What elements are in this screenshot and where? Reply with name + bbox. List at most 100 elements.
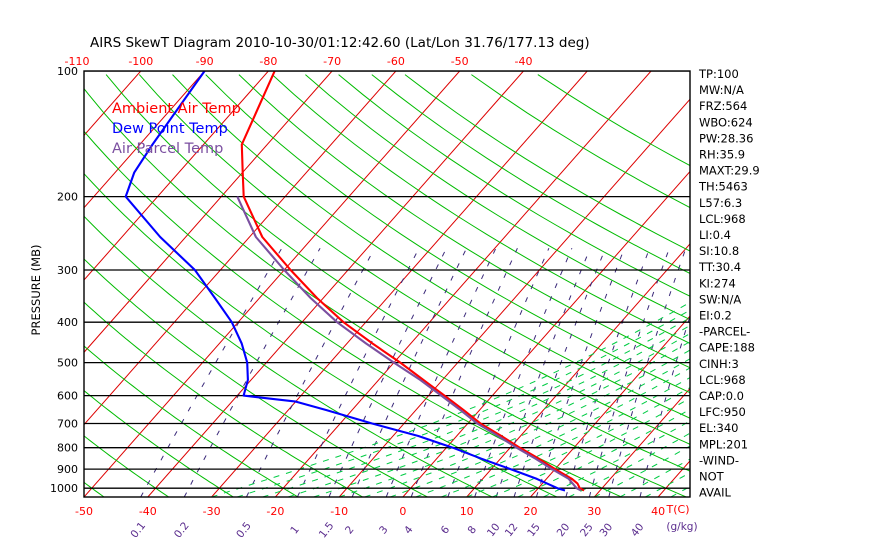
stat-line: FRZ:564 [699,99,747,113]
stat-line: MAXT:29.9 [699,164,760,178]
stat-line: EI:0.2 [699,309,732,323]
stat-line: EL:340 [699,421,739,435]
mixing-ratio-tick: 0.2 [172,520,192,541]
isotherm [84,71,397,426]
dry-adiabat [371,74,690,274]
mixing-ratio-tick: 3 [377,524,391,537]
stat-line: MPL:201 [699,437,748,451]
stat-line: AVAIL [699,486,732,500]
sounding-curve-dew-point-temp [124,71,566,492]
top-temp-tick: -80 [259,55,277,68]
pressure-tick: 200 [57,191,78,204]
plot-border [83,70,691,498]
isotherm [530,315,690,497]
top-temp-tick: -70 [323,55,341,68]
dry-adiabat [105,74,690,472]
mixing-ratio-line [535,248,625,497]
top-temp-tick: -40 [515,55,533,68]
pressure-tick: 100 [57,65,78,78]
grid-layer [0,71,690,497]
stat-line: L57:6.3 [699,196,742,210]
dry-adiabat [305,74,690,321]
saturated-adiabat [236,309,690,497]
mixing-ratio-tick: 6 [439,524,453,537]
bottom-temp-tick: -10 [330,505,348,518]
dry-adiabat [84,345,299,497]
saturated-adiabat [211,301,690,497]
legend-ambient-air-temp: Ambient Air Temp [112,101,241,117]
sounding-curve-ambient-air-temp [240,71,585,492]
isotherm [211,71,588,497]
dry-adiabat [172,74,690,419]
saturated-adiabat [364,349,690,497]
mixing-ratio-tick: 30 [598,521,616,539]
stat-line: MW:N/A [699,83,744,97]
mixing-ratio-line [140,247,283,497]
page-title: AIRS SkewT Diagram 2010-10-30/01:12:42.6… [90,35,590,51]
mixing-ratio-tick: 15 [525,521,543,539]
temp-axis-label: T(C) [666,503,690,516]
mixing-ratio-line [608,248,687,497]
mixing-ratio-tick: 1 [288,524,302,537]
isotherm [84,71,269,281]
dry-adiabat [338,74,690,297]
dry-adiabat [205,74,690,394]
bottom-temp-tick: -30 [203,505,221,518]
dry-adiabat [84,215,493,497]
stat-line: -WIND- [699,453,739,467]
dry-adiabat [84,435,169,497]
mixing-ratio-tick: 2 [343,524,357,537]
pressure-tick: 300 [57,264,78,277]
top-temp-tick: -50 [451,55,469,68]
stat-line: SW:N/A [699,292,741,306]
mixing-ratio-line [474,248,573,497]
mixing-ratio-tick: 0.5 [234,520,254,541]
mixing-ratio-tick: 40 [629,521,647,539]
stat-line: LI:0.4 [699,228,731,242]
stat-line: TP:100 [698,67,739,81]
saturated-adiabat [339,341,690,497]
stat-line: LCL:968 [699,373,746,387]
pressure-tick: 600 [57,390,78,403]
sounding-layer [124,71,585,492]
isotherm [275,71,652,497]
bottom-temp-tick: -40 [139,505,157,518]
isotherm [466,243,690,497]
saturated-adiabat [262,317,690,497]
stat-line: KI:274 [699,276,736,290]
mixing-ratio-tick: 4 [402,524,416,537]
pressure-tick: 800 [57,442,78,455]
mixing-ratio-axis-label: (g/kg) [666,521,697,533]
mixing-ratio-line [565,248,651,497]
pressure-tick: 1000 [50,482,78,495]
dry-adiabat [404,74,690,252]
stat-line: LFC:950 [699,405,746,419]
stat-line: CINH:3 [699,357,739,371]
top-temp-tick: -90 [196,55,214,68]
stat-line: LCL:968 [699,212,746,226]
isotherm [0,71,13,497]
isotherm [84,71,205,209]
saturated-adiabat [390,358,690,497]
mixing-ratio-line [296,247,420,497]
mixing-ratio-tick: 0.1 [128,520,148,541]
stat-line: TT:30.4 [698,260,741,274]
mixing-ratio-tick: 10 [485,521,503,539]
dry-adiabat [84,301,363,497]
saturated-adiabat [287,325,690,497]
mixing-ratio-tick: 25 [578,521,596,539]
bottom-temp-tick: 30 [587,505,601,518]
dry-adiabat [84,130,622,497]
dry-adiabat [84,87,687,497]
dry-adiabat [271,74,690,344]
mixing-ratio-tick: 8 [466,524,480,537]
pressure-tick: 500 [57,357,78,370]
stat-line: PW:28.36 [699,131,753,145]
pressure-tick: 900 [57,463,78,476]
isotherm [84,71,333,354]
top-temp-tick: -60 [387,55,405,68]
stat-line: CAP:0.0 [699,389,744,403]
mixing-ratio-tick: 12 [503,521,521,539]
bottom-temp-tick: 40 [651,505,665,518]
